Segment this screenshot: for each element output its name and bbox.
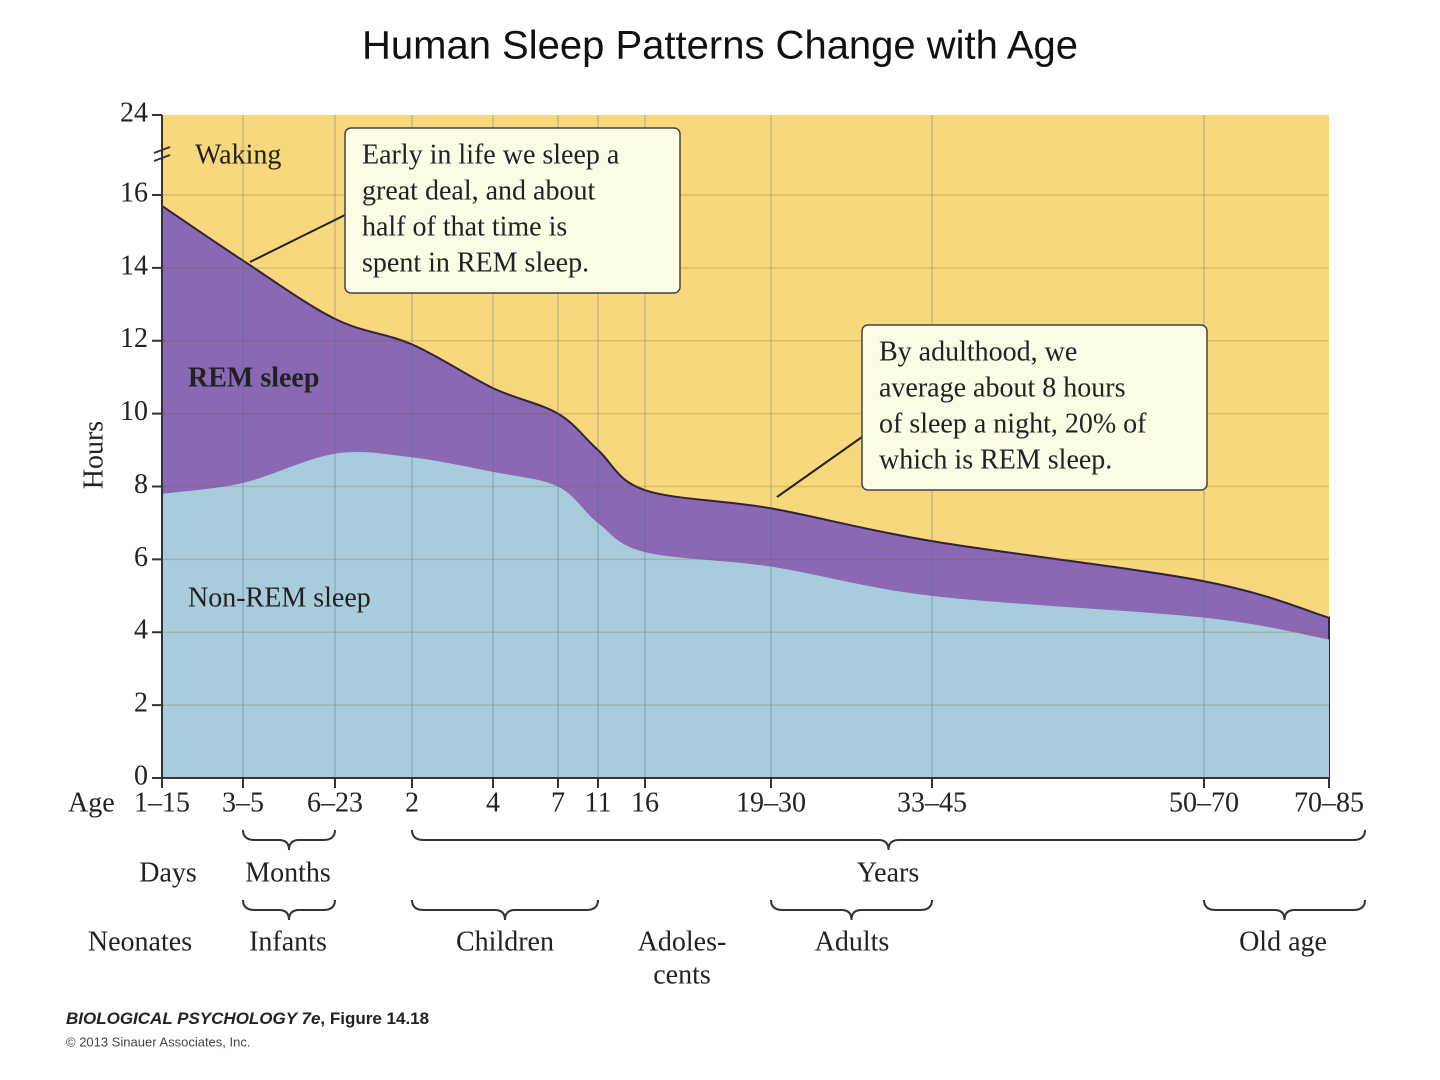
life-stage-label: Children [456,926,554,957]
life-stage-label: Adoles- [638,926,727,957]
x-tick-label: 2 [405,787,419,818]
area-label: Non-REM sleep [188,582,371,613]
y-tick-label: 24 [120,97,148,128]
annotation-text: spent in REM sleep. [362,247,589,278]
x-axis-label: Age [68,787,115,818]
annotation-leader [249,214,346,263]
brace [411,829,1366,851]
annotation-text: By adulthood, we [879,336,1077,367]
x-tick-label: 1–15 [134,787,190,818]
annotation-text: which is REM sleep. [879,444,1112,475]
life-stage-label: Old age [1239,926,1327,957]
annotation-text: average about 8 hours [879,372,1125,403]
area [162,452,1329,778]
x-tick-label: 6–23 [307,787,363,818]
life-stage-label: Adults [815,926,890,957]
axis-break [153,146,171,154]
brace [1203,899,1366,921]
x-tick-label: 4 [486,787,500,818]
life-stage-label: Infants [249,926,327,957]
footer-figure: , Figure 14.18 [320,1009,429,1028]
axis-break [153,154,171,162]
brace [242,899,336,921]
annotation-box [344,127,681,294]
age-unit-label: Months [245,857,331,888]
annotation-text: great deal, and about [362,175,595,206]
y-tick-label: 2 [134,688,148,719]
brace [242,829,336,851]
footer-book: BIOLOGICAL PSYCHOLOGY 7e [66,1009,320,1028]
life-stage-label: cents [653,959,711,990]
y-axis-label: Hours [78,421,109,489]
age-unit-label: Days [139,857,197,888]
annotation-text: of sleep a night, 20% of [879,408,1147,439]
y-tick-label: 16 [120,177,148,208]
chart-title: Human Sleep Patterns Change with Age [362,24,1078,68]
annotation-leader [776,436,863,498]
y-tick-label: 6 [134,542,148,573]
brace [770,899,933,921]
area-label: REM sleep [188,362,319,393]
footer-copyright: © 2013 Sinauer Associates, Inc. [66,1034,250,1049]
age-unit-label: Years [857,857,920,888]
y-tick-label: 0 [134,760,148,791]
footer-source: BIOLOGICAL PSYCHOLOGY 7e, Figure 14.18 [66,1009,429,1028]
y-tick-label: 14 [120,250,148,281]
x-tick-label: 33–45 [897,787,967,818]
annotation-text: half of that time is [362,211,567,242]
annotation-box [861,324,1208,491]
x-tick-label: 11 [585,787,612,818]
x-tick-label: 16 [631,787,659,818]
y-tick-label: 12 [120,323,148,354]
area-label: Waking [195,139,281,170]
y-tick-label: 4 [134,615,148,646]
x-tick-label: 19–30 [736,787,806,818]
x-tick-label: 7 [551,787,565,818]
annotation-text: Early in life we sleep a [362,139,620,170]
x-tick-label: 70–85 [1294,787,1364,818]
y-tick-label: 8 [134,469,148,500]
brace [411,899,599,921]
x-tick-label: 3–5 [222,787,264,818]
y-tick-label: 10 [120,396,148,427]
x-tick-label: 50–70 [1169,787,1239,818]
life-stage-label: Neonates [88,926,192,957]
